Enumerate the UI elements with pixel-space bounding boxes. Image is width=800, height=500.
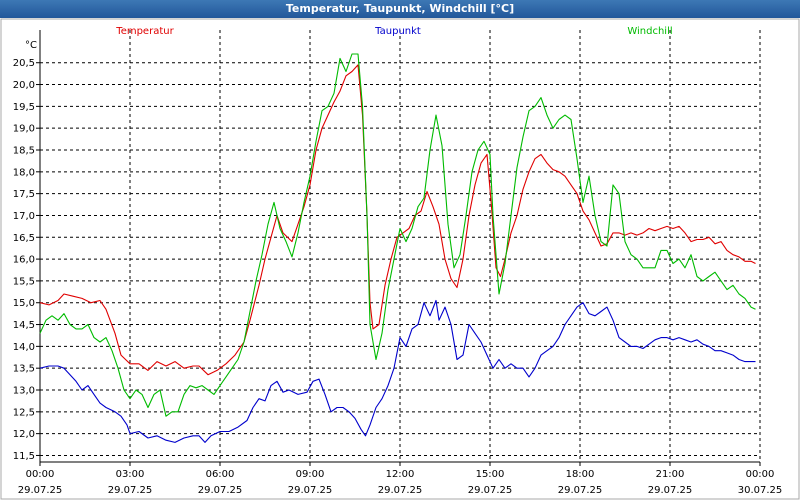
y-axis: 11,5 12,0 12,5 13,0 13,5 14,0 14,5 15,0 15,5 16,0… (13, 40, 40, 462)
grid (39, 30, 761, 462)
x-tick-date-label: 29.07.25 (18, 485, 63, 496)
y-tick-label: 12,0 (13, 429, 35, 440)
y-tick-label: 16,5 (13, 233, 35, 244)
x-tick-date-label: 30.07.25 (738, 485, 783, 496)
x-tick-time-label: 03:00 (116, 469, 145, 480)
series-line-temperatur (39, 64, 756, 376)
legend: Temperatur Taupunkt Windchill (115, 26, 672, 37)
x-tick-time-label: 09:00 (296, 469, 325, 480)
y-tick-label: 17,5 (13, 189, 35, 200)
y-tick-label: 18,5 (13, 146, 35, 157)
y-axis-unit-label: °C (25, 40, 37, 51)
x-tick-time-label: 06:00 (206, 469, 235, 480)
y-tick-label: 12,5 (13, 407, 35, 418)
y-tick-label: 13,5 (13, 364, 35, 375)
y-tick-label: 19,5 (13, 102, 35, 113)
x-tick-date-label: 29.07.25 (648, 485, 693, 496)
x-tick-date-label: 29.07.25 (288, 485, 333, 496)
x-tick-time-label: 15:00 (476, 469, 505, 480)
x-tick-date-label: 29.07.25 (108, 485, 153, 496)
legend-label-temperatur: Temperatur (115, 26, 174, 37)
y-tick-label: 20,0 (13, 80, 35, 91)
y-tick-label: 13,0 (13, 386, 35, 397)
y-tick-label: 17,0 (13, 211, 35, 222)
y-tick-label: 15,5 (13, 276, 35, 287)
x-tick-time-label: 12:00 (386, 469, 415, 480)
y-tick-label: 16,0 (13, 255, 35, 266)
y-tick-label: 19,0 (13, 124, 35, 135)
chart-title: Temperatur, Taupunkt, Windchill [°C] (0, 0, 800, 18)
series-group (39, 53, 756, 443)
y-tick-label: 18,0 (13, 167, 35, 178)
x-tick-date-label: 29.07.25 (468, 485, 513, 496)
x-tick-date-label: 29.07.25 (198, 485, 243, 496)
y-tick-label: 14,5 (13, 320, 35, 331)
x-tick-time-label: 00:00 (746, 469, 775, 480)
x-tick-time-label: 00:00 (26, 469, 55, 480)
y-tick-label: 20,5 (13, 58, 35, 69)
x-tick-time-label: 18:00 (566, 469, 595, 480)
x-tick-date-label: 29.07.25 (558, 485, 603, 496)
y-tick-label: 11,5 (13, 451, 35, 462)
y-tick-label: 14,0 (13, 342, 35, 353)
series-line-windchill (39, 53, 756, 417)
legend-label-taupunkt: Taupunkt (374, 26, 421, 37)
x-tick-date-label: 29.07.25 (378, 485, 423, 496)
x-axis: 00:00 29.07.25 03:00 29.07.25 06:00 29.07.25 0… (18, 462, 783, 496)
series-line-taupunkt (39, 299, 756, 443)
x-tick-time-label: 21:00 (656, 469, 685, 480)
y-tick-label: 15,0 (13, 298, 35, 309)
legend-label-windchill: Windchill (627, 26, 672, 37)
